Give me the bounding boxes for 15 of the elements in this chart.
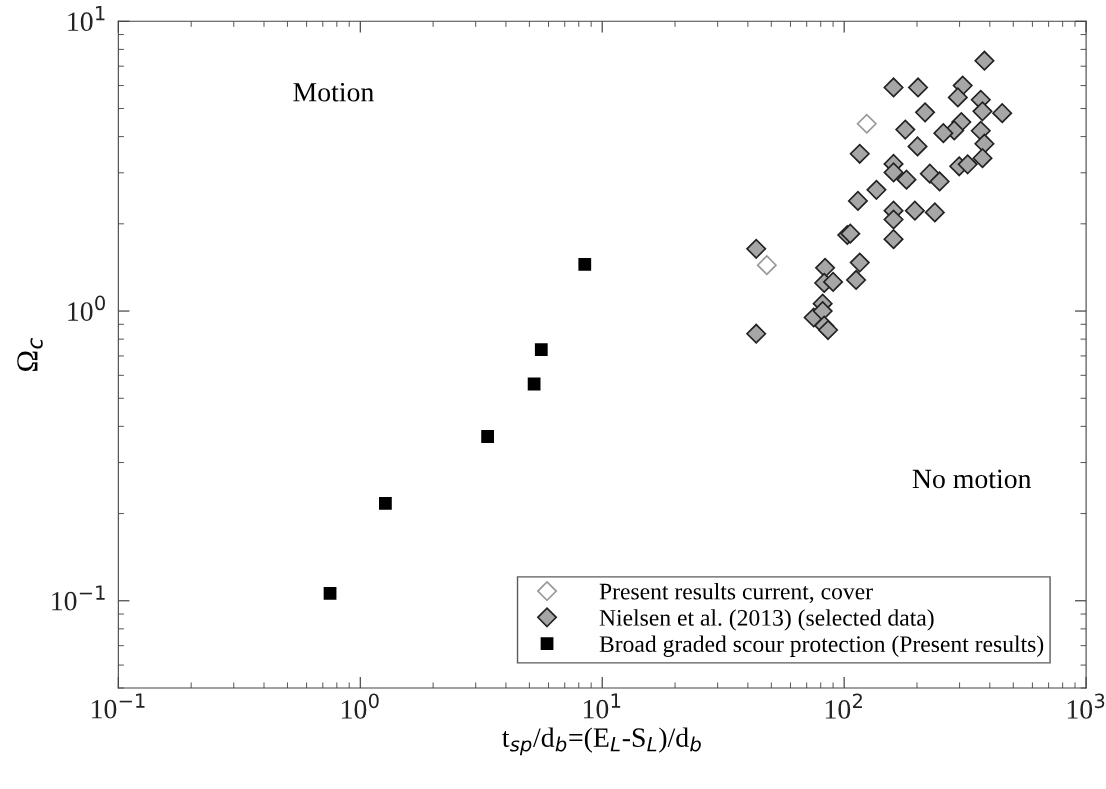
legend-label: Broad graded scour protection (Present results) [599,635,1044,657]
annotation: No motion [912,469,1032,489]
x-tick-label: 10$^{−1}$ [92,693,145,719]
y-tick-label: 10$^{−1}$ [52,585,105,611]
text: t$_{sp}$/d$_{b}$=(E$_{L}$-S$_{L}$)/d$_{b}$ [502,727,701,756]
y-tick-label: 10$^{1}$ [68,5,105,32]
annotation: Motion [293,82,374,102]
y-tick-label: 10$^{0}$ [68,295,105,321]
x-tick-label: 10$^{2}$ [825,693,862,719]
x-tick-label: 10$^{0}$ [342,693,379,719]
x-tick-label: 10$^{1}$ [583,693,621,719]
y-axis-title: Ω$_{c}$ [17,338,43,371]
x-tick-label: 10$^{3}$ [1067,693,1105,719]
legend-label: Nielsen et al. (2013) (selected data) [599,609,934,631]
legend-label: Present results current, cover [599,582,873,603]
